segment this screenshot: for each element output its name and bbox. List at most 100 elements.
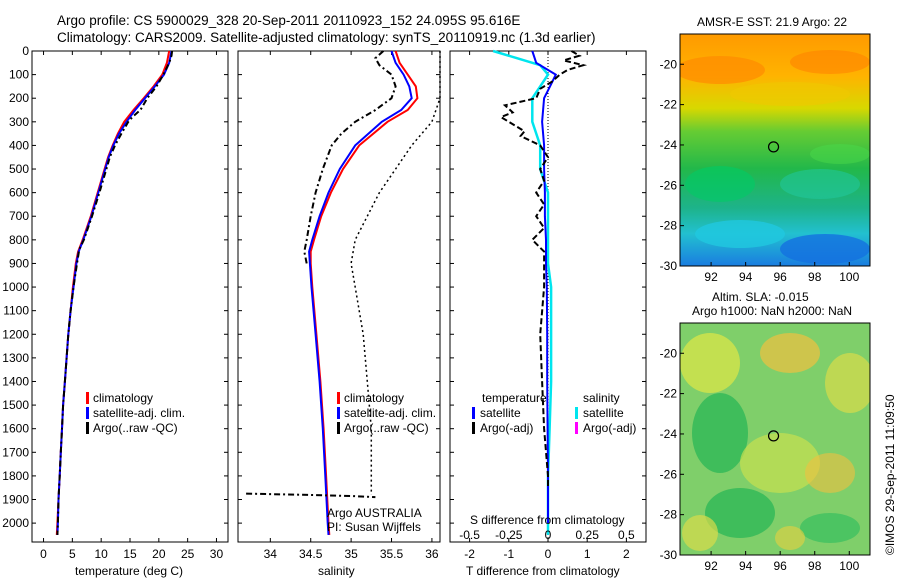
x-tick-label: 35 bbox=[344, 547, 358, 561]
lat-tick-label: -30 bbox=[660, 259, 678, 273]
x-tick-label: 0 bbox=[40, 547, 47, 561]
depth-tick-label: 900 bbox=[9, 256, 29, 270]
title-line-2: Climatology: CARS2009. Satellite-adjuste… bbox=[57, 30, 596, 45]
x-tick-label: 34 bbox=[264, 547, 278, 561]
series-salinity-satellite bbox=[492, 49, 553, 535]
depth-tick-label: 2000 bbox=[2, 516, 29, 530]
argo-location-marker bbox=[767, 141, 780, 153]
depth-tick-label: 1400 bbox=[2, 374, 29, 388]
difference-xlabel: T difference from climatology bbox=[466, 564, 620, 578]
depth-tick-label: 0 bbox=[22, 44, 29, 58]
lon-tick-label: 96 bbox=[774, 270, 788, 284]
lon-tick-label: 98 bbox=[808, 270, 822, 284]
lon-tick-label: 96 bbox=[774, 559, 788, 573]
depth-tick-label: 1700 bbox=[2, 445, 29, 459]
legend-label-satellite: satellite-adj. clim. bbox=[93, 406, 185, 420]
x-tick-label: 15 bbox=[123, 547, 137, 561]
x-tick-label: 30 bbox=[210, 547, 224, 561]
temperature-panel: 0100200300400500600700800900100011001200… bbox=[2, 44, 229, 578]
lat-tick-label: -28 bbox=[660, 219, 678, 233]
depth-tick-label: 800 bbox=[9, 233, 29, 247]
legend-swatch-satellite bbox=[337, 407, 340, 419]
salinity-axes-box bbox=[237, 50, 441, 543]
depth-tick-label: 700 bbox=[9, 209, 29, 223]
salinity-legend: climatology satellite-adj. clim. Argo(..… bbox=[337, 391, 436, 435]
series-satellite bbox=[308, 50, 413, 535]
lon-tick-label: 100 bbox=[839, 559, 859, 573]
s-difference-tick-label: 0.25 bbox=[576, 528, 600, 542]
salinity-xlabel: salinity bbox=[318, 564, 355, 578]
sla-map: Altim. SLA: -0.015 Argo h1000: NaN h2000… bbox=[660, 290, 871, 573]
depth-tick-label: 500 bbox=[9, 162, 29, 176]
depth-tick-label: 200 bbox=[9, 91, 29, 105]
difference-series bbox=[492, 49, 588, 542]
lat-tick-label: -22 bbox=[660, 387, 678, 401]
x-tick-label: 25 bbox=[181, 547, 195, 561]
depth-tick-label: 1500 bbox=[2, 398, 29, 412]
legend-salinity-title: salinity bbox=[583, 391, 620, 405]
legend-swatch-satellite bbox=[86, 407, 89, 419]
argo-institution: Argo AUSTRALIA bbox=[327, 506, 422, 520]
sst-map-ticks: 92 94 96 98 100 -20 -22 -24 -26 -28 -30 bbox=[660, 57, 860, 284]
s-difference-tick-label: -0.5 bbox=[459, 528, 480, 542]
legend-swatch-climatology bbox=[337, 392, 340, 404]
sla-map-image bbox=[680, 323, 870, 555]
lat-tick-label: -24 bbox=[660, 427, 678, 441]
depth-tick-label: 1900 bbox=[2, 493, 29, 507]
legend-swatch-climatology bbox=[86, 392, 89, 404]
legend-label-salinity-argo: Argo(-adj) bbox=[583, 421, 636, 435]
legend-label-temperature-satellite: satellite bbox=[480, 406, 521, 420]
legend-label-satellite: satellite-adj. clim. bbox=[344, 406, 436, 420]
depth-tick-label: 600 bbox=[9, 186, 29, 200]
lon-tick-label: 100 bbox=[839, 270, 859, 284]
x-tick-label: 1 bbox=[584, 547, 591, 561]
depth-tick-label: 1000 bbox=[2, 280, 29, 294]
sla-map-title-1: Altim. SLA: -0.015 bbox=[712, 290, 809, 304]
s-difference-tick-label: 0 bbox=[545, 528, 552, 542]
lat-tick-label: -24 bbox=[660, 138, 678, 152]
salinity-x-ticks: 34 34.5 35 35.5 36 bbox=[264, 51, 439, 561]
x-tick-label: 35.5 bbox=[380, 547, 404, 561]
difference-y-ticks bbox=[450, 50, 646, 524]
legend-swatch-salinity-argo bbox=[575, 422, 578, 434]
x-tick-label: 5 bbox=[69, 547, 76, 561]
legend-swatch-salinity-satellite bbox=[575, 407, 578, 419]
x-tick-label: 0 bbox=[545, 547, 552, 561]
lat-tick-label: -20 bbox=[660, 346, 678, 360]
legend-label-salinity-satellite: satellite bbox=[583, 406, 624, 420]
legend-swatch-argo bbox=[337, 422, 340, 434]
sst-map-frame bbox=[679, 33, 871, 267]
temperature-axes-box bbox=[31, 50, 229, 543]
series-temperature-argo bbox=[498, 50, 588, 488]
series-argo-raw bbox=[246, 492, 376, 499]
lon-tick-label: 98 bbox=[808, 559, 822, 573]
x-tick-label: -2 bbox=[464, 547, 475, 561]
sst-map-title: AMSR-E SST: 21.9 Argo: 22 bbox=[697, 15, 847, 29]
legend-swatch-temperature-argo bbox=[472, 422, 475, 434]
lat-tick-label: -26 bbox=[660, 178, 678, 192]
x-tick-label: 2 bbox=[623, 547, 630, 561]
series-satellite bbox=[56, 50, 173, 535]
lat-tick-label: -28 bbox=[660, 508, 678, 522]
depth-tick-label: 1300 bbox=[2, 351, 29, 365]
sst-map-image bbox=[680, 34, 870, 266]
lat-tick-label: -20 bbox=[660, 57, 678, 71]
lon-tick-label: 94 bbox=[739, 559, 753, 573]
lat-tick-label: -26 bbox=[660, 467, 678, 481]
depth-ticks: 0 100 200 300 400 500 600 700 800 900 1000 1100 1200… bbox=[2, 44, 228, 530]
depth-tick-label: 100 bbox=[9, 68, 29, 82]
salinity-series bbox=[246, 50, 441, 535]
depth-tick-label: 1800 bbox=[2, 469, 29, 483]
temperature-xlabel: temperature (deg C) bbox=[75, 564, 183, 578]
imos-credit: ©IMOS 29-Sep-2011 11:09:50 bbox=[883, 394, 897, 555]
legend-label-temperature-argo: Argo(-adj) bbox=[480, 421, 533, 435]
lon-tick-label: 92 bbox=[704, 559, 718, 573]
legend-label-argo: Argo(..raw -QC) bbox=[344, 421, 429, 435]
difference-legend: temperature satellite Argo(-adj) salinit… bbox=[472, 391, 636, 435]
legend-temperature-title: temperature bbox=[482, 391, 547, 405]
s-difference-tick-label: 0.5 bbox=[618, 528, 635, 542]
salinity-difference-ticks: -0.5 -0.25 0 0.25 0.5 bbox=[459, 528, 635, 542]
lon-tick-label: 94 bbox=[739, 270, 753, 284]
s-difference-tick-label: -0.25 bbox=[495, 528, 523, 542]
